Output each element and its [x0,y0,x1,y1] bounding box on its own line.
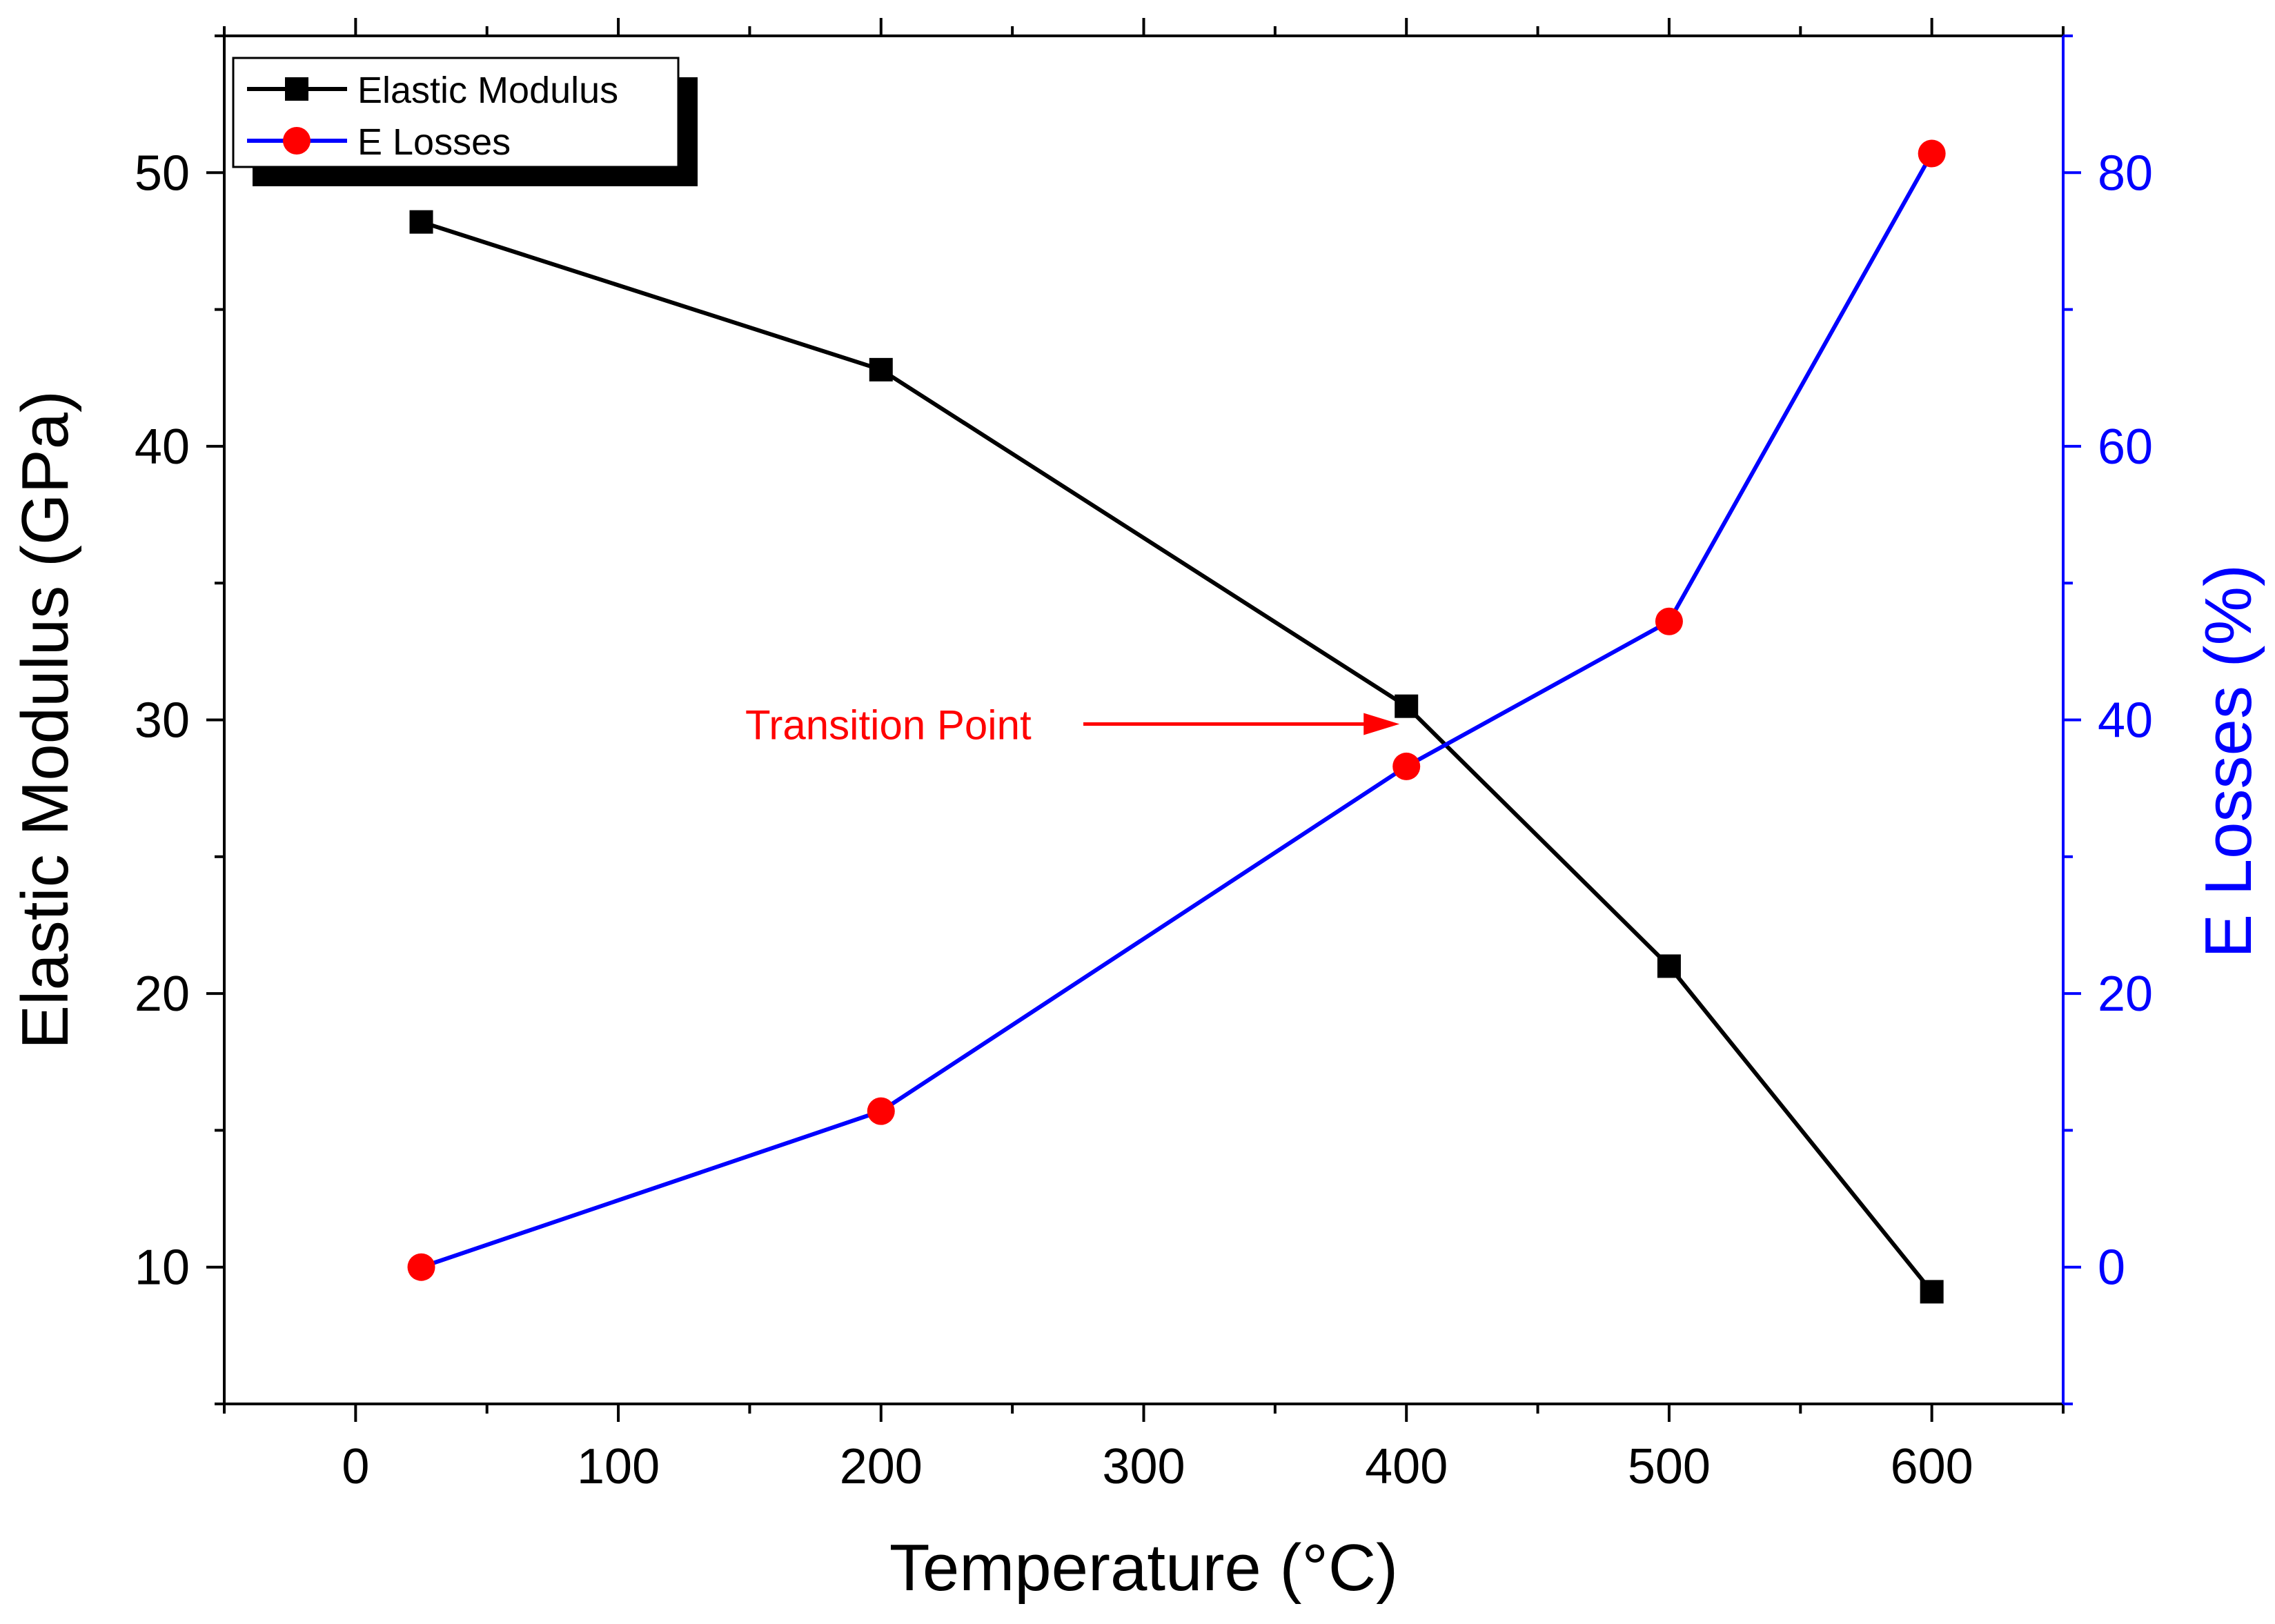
series-line-e-losses [420,152,1934,1269]
elastic-modulus-point [409,210,433,234]
elastic-modulus-point [1657,954,1681,978]
legend-label: E Losses [357,121,511,163]
e-losses-point [1918,139,1946,168]
x-axis-title: Temperature (°C) [889,1531,1398,1605]
right-tick-label: 40 [2098,693,2153,749]
left-tick-label: 40 [135,419,190,475]
left-tick-label: 30 [135,693,190,749]
e-losses-point [1392,752,1421,780]
elastic-modulus-point [1395,694,1419,718]
left-tick-label: 50 [135,146,190,201]
legend-square-marker [285,77,308,101]
x-tick-label: 400 [1365,1439,1448,1494]
elastic-modulus-point [869,357,893,382]
transition-point-label: Transition Point [745,702,1032,749]
right-axis-title: E Losses (%) [2192,564,2265,958]
left-axis-title: Elastic Modulus (GPa) [8,390,82,1049]
series-line-elastic-modulus [420,219,1933,1294]
right-tick-label: 80 [2098,146,2153,201]
right-tick-label: 20 [2098,967,2153,1022]
legend-circle-marker [283,127,311,155]
x-tick-label: 600 [1891,1439,1973,1494]
x-tick-label: 100 [577,1439,660,1494]
x-tick-label: 200 [840,1439,923,1494]
right-tick-label: 60 [2098,419,2153,475]
x-tick-label: 500 [1628,1439,1711,1494]
elastic-modulus-point [1920,1280,1944,1304]
x-tick-label: 0 [342,1439,369,1494]
legend-label: Elastic Modulus [357,70,618,111]
left-tick-label: 20 [135,967,190,1022]
transition-arrow-head [1363,713,1400,735]
e-losses-point [1655,607,1683,635]
left-tick-label: 10 [135,1240,190,1296]
x-tick-label: 300 [1102,1439,1185,1494]
e-losses-point [407,1253,435,1281]
right-tick-label: 0 [2098,1240,2125,1296]
e-losses-point [867,1097,895,1125]
